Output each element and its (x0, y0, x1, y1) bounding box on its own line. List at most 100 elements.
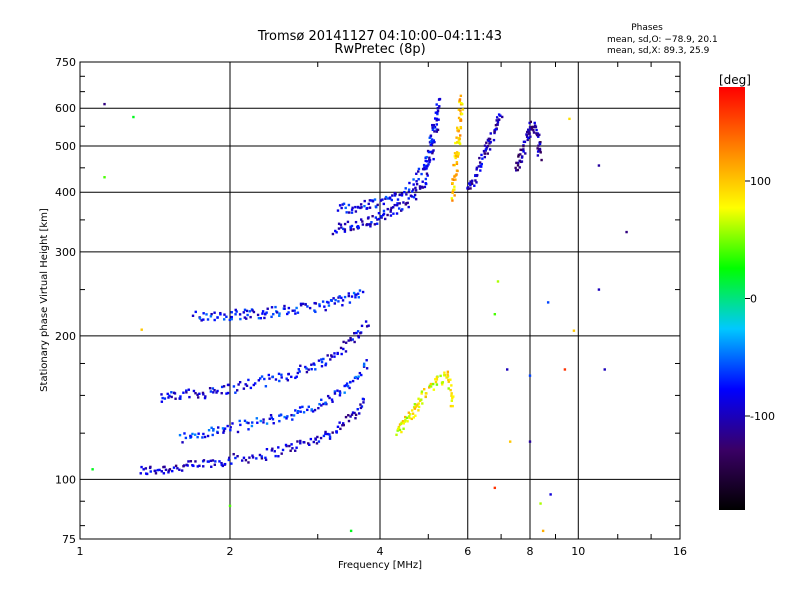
data-point (382, 202, 386, 206)
data-point (235, 389, 239, 392)
colorbar-tick-label: 100 (750, 175, 771, 188)
data-point (334, 229, 337, 233)
data-point (356, 377, 359, 380)
data-point (418, 187, 422, 190)
data-point (467, 187, 470, 190)
data-point (213, 318, 216, 322)
phases-o-stats: mean, sd,O: −78.9, 20.1 (607, 35, 718, 45)
data-point (342, 340, 345, 344)
data-point (454, 178, 457, 181)
data-point (407, 190, 411, 194)
phases-x-stats: mean, sd,X: 89.3, 25.9 (607, 46, 710, 56)
data-point (350, 413, 354, 416)
data-point (625, 230, 628, 234)
data-point (172, 466, 176, 469)
data-point (345, 211, 348, 214)
data-point (267, 373, 271, 377)
data-point (161, 396, 164, 400)
data-point (400, 430, 403, 434)
data-point (209, 459, 213, 463)
data-point (454, 174, 458, 177)
data-point (201, 391, 205, 395)
data-point (289, 449, 292, 452)
data-point (417, 409, 420, 412)
data-point (517, 155, 520, 158)
data-point (486, 152, 489, 155)
data-point (339, 427, 342, 431)
data-point (343, 384, 346, 388)
data-point (398, 202, 401, 205)
data-point (228, 504, 232, 508)
data-point (427, 163, 430, 166)
data-point (538, 147, 542, 151)
data-point (263, 377, 266, 381)
data-point (328, 396, 331, 400)
data-point (264, 385, 268, 388)
data-point (408, 181, 411, 185)
data-point (436, 109, 440, 113)
data-point (334, 298, 337, 302)
data-point (299, 302, 303, 306)
x-tick-label: 10 (571, 545, 585, 558)
data-point (492, 138, 496, 142)
data-point (247, 378, 250, 382)
data-point (329, 358, 332, 361)
data-point (310, 367, 313, 371)
data-point (535, 132, 539, 135)
data-point (232, 452, 235, 456)
data-point (278, 314, 281, 317)
data-point (243, 316, 247, 319)
data-point (394, 192, 397, 196)
data-point (298, 370, 301, 373)
data-point (424, 182, 427, 185)
data-point (291, 447, 294, 450)
data-point (365, 223, 369, 226)
data-point (344, 415, 348, 419)
x-axis-ticks: 1 2 4 6 8 10 16 (77, 62, 687, 558)
data-point (278, 419, 281, 423)
data-point (435, 383, 439, 386)
data-point (459, 118, 463, 122)
data-point (404, 418, 407, 422)
data-point (319, 436, 323, 440)
data-point (144, 467, 148, 470)
data-point (170, 391, 173, 394)
data-point (355, 331, 358, 335)
data-point (205, 313, 208, 316)
data-point (261, 310, 265, 313)
data-point (238, 419, 241, 423)
data-point (283, 304, 286, 308)
data-point (287, 311, 290, 314)
data-point (365, 367, 369, 370)
data-point (343, 295, 347, 299)
data-point (415, 180, 418, 183)
data-point (435, 123, 439, 126)
data-point (198, 464, 201, 467)
data-point (336, 209, 340, 212)
data-point (264, 456, 267, 459)
data-point (381, 198, 384, 201)
data-point (210, 312, 213, 316)
data-point (481, 157, 484, 160)
colorbar-label: [deg] (719, 73, 751, 87)
data-point (374, 205, 378, 209)
data-point (358, 412, 361, 415)
data-point (356, 292, 360, 295)
data-point (400, 194, 404, 197)
data-point (365, 359, 368, 362)
data-point (343, 230, 347, 233)
data-point (234, 308, 237, 312)
data-point (457, 116, 461, 120)
data-point (434, 380, 438, 384)
data-point (514, 166, 517, 170)
data-point (483, 152, 487, 155)
data-point (377, 211, 381, 215)
data-point (245, 384, 249, 387)
data-point (477, 165, 480, 168)
data-point (286, 379, 290, 382)
data-point (280, 452, 283, 455)
data-point (364, 320, 368, 323)
data-point (341, 424, 344, 427)
data-point (347, 292, 350, 295)
data-point (386, 213, 389, 217)
